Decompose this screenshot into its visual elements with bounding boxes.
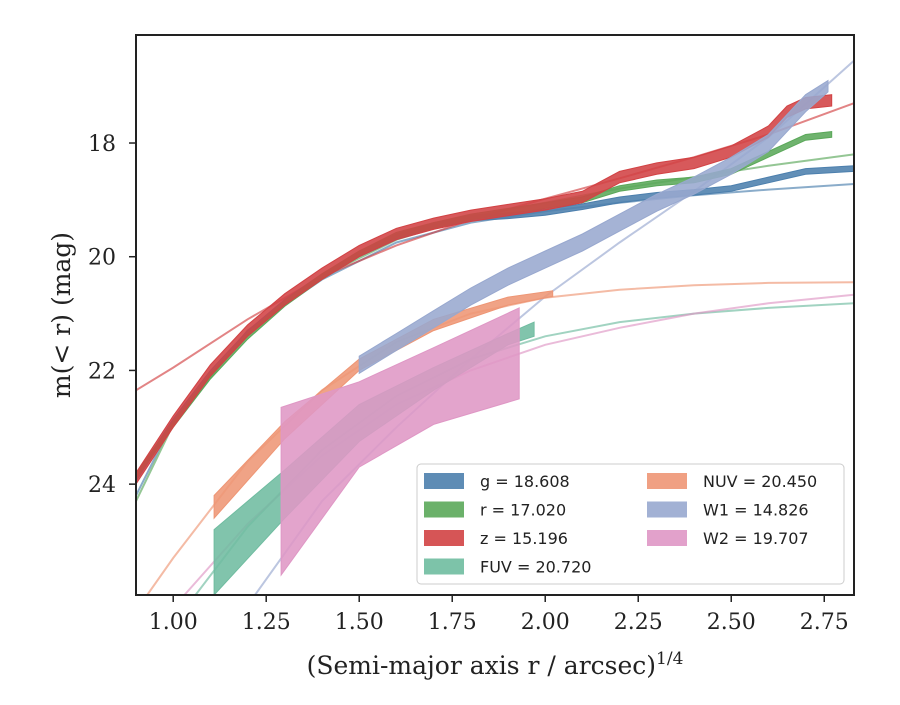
legend-swatch-fuv	[424, 558, 464, 575]
x-tick-label: 1.00	[149, 610, 198, 635]
y-tick-label: 20	[88, 246, 116, 271]
legend-swatch-w1	[647, 501, 687, 518]
x-tick-label: 2.25	[614, 610, 663, 635]
legend-label-fuv: FUV = 20.720	[480, 558, 591, 577]
legend-label-z: z = 15.196	[480, 529, 568, 548]
x-tick-label: 2.75	[800, 610, 849, 635]
x-tick-label: 1.25	[242, 610, 291, 635]
y-axis-ticks: 18 20 22 24	[88, 132, 136, 498]
legend-swatch-g	[424, 473, 464, 489]
legend-swatch-nuv	[647, 473, 687, 489]
y-tick-label: 18	[88, 132, 116, 157]
x-axis-ticks: 1.00 1.25 1.50 1.75 2.00 2.25 2.50 2.75	[149, 595, 849, 635]
legend-label-w1: W1 = 14.826	[703, 501, 809, 520]
legend-frame	[416, 463, 845, 585]
profile-band-z	[136, 94, 833, 486]
legend-swatch-z	[424, 530, 464, 546]
legend-label-w2: W2 = 19.707	[703, 529, 809, 548]
legend-label-g: g = 18.608	[480, 472, 570, 491]
x-tick-label: 2.00	[521, 610, 570, 635]
y-axis-label: m(< r) (mag)	[47, 232, 76, 398]
profile-band-w2	[280, 307, 520, 577]
x-axis-label: (Semi-major axis r / arcsec)1/4	[307, 649, 684, 680]
x-tick-label: 1.50	[335, 610, 384, 635]
legend: g = 18.608 r = 17.020 z = 15.196 FUV = 20.7…	[416, 463, 845, 585]
legend-label-r: r = 17.020	[480, 501, 566, 520]
plot-frame	[135, 34, 855, 596]
profile-band-w1	[358, 79, 829, 375]
plot-area	[136, 59, 854, 595]
legend-label-nuv: NUV = 20.450	[703, 472, 817, 491]
x-tick-label: 2.50	[707, 610, 756, 635]
y-tick-label: 24	[88, 473, 116, 498]
legend-swatch-r	[424, 501, 464, 518]
y-tick-label: 22	[88, 359, 116, 384]
x-tick-label: 1.75	[428, 610, 477, 635]
legend-swatch-w2	[647, 530, 687, 546]
